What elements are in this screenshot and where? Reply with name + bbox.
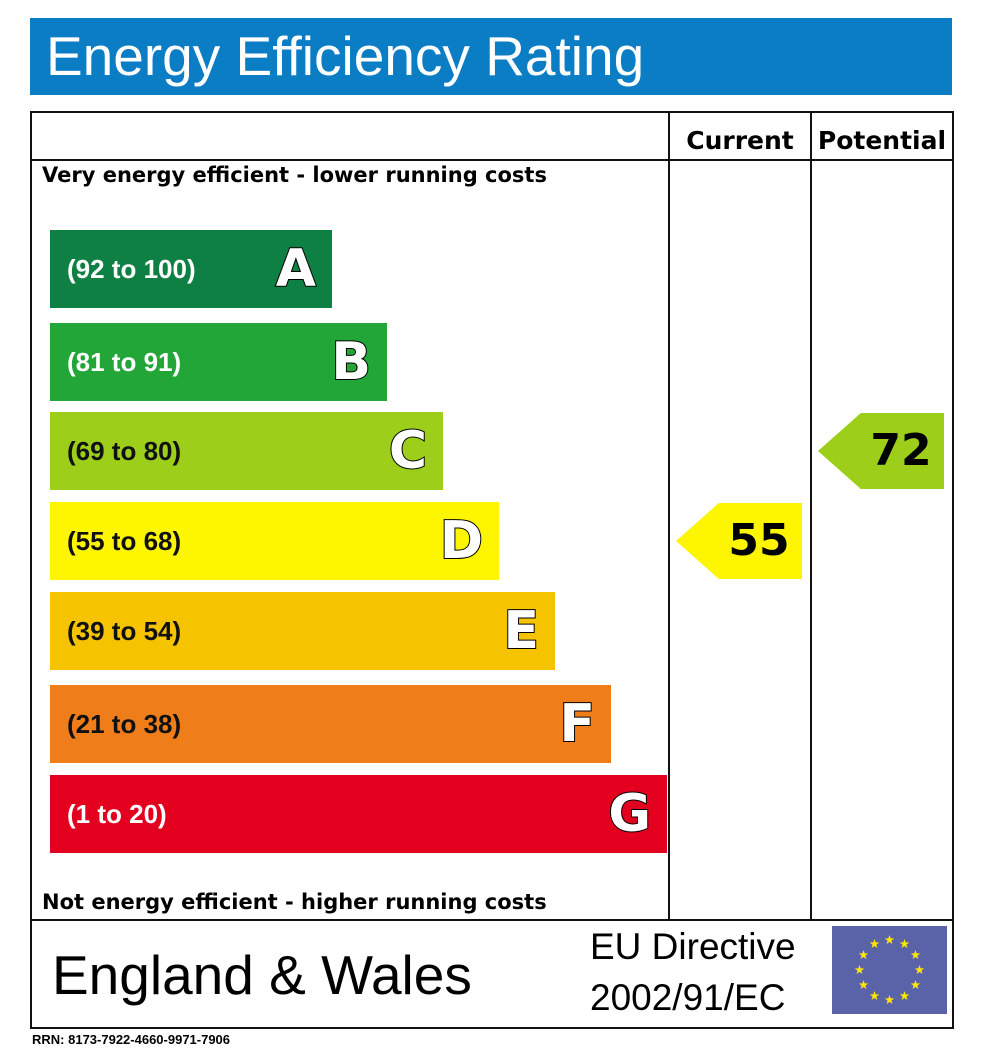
potential-rating-arrow: 72 bbox=[818, 413, 944, 489]
eu-star-icon bbox=[914, 965, 925, 975]
eu-star-icon bbox=[884, 995, 895, 1005]
band-f: (21 to 38) F bbox=[50, 685, 611, 763]
band-d: (55 to 68) D bbox=[50, 502, 499, 580]
band-range-a: (92 to 100) bbox=[67, 254, 196, 284]
header-bar: Energy Efficiency Rating bbox=[30, 18, 952, 95]
region-label: England & Wales bbox=[52, 944, 472, 1006]
eu-directive-label: EU Directive bbox=[590, 926, 796, 967]
divider-current bbox=[668, 113, 670, 921]
divider-potential bbox=[810, 113, 812, 921]
eu-star-icon bbox=[858, 980, 869, 990]
band-range-c: (69 to 80) bbox=[67, 436, 182, 466]
band-e: (39 to 54) E bbox=[50, 592, 555, 670]
eu-flag-icon bbox=[832, 926, 947, 1014]
band-letter-f: F bbox=[558, 693, 596, 755]
divider-header bbox=[32, 159, 952, 161]
band-range-e: (39 to 54) bbox=[67, 616, 182, 646]
band-range-b: (81 to 91) bbox=[67, 347, 182, 377]
potential-column-header: Potential bbox=[817, 126, 947, 155]
band-letter-c: C bbox=[388, 420, 428, 482]
band-c: (69 to 80) C bbox=[50, 412, 443, 490]
eu-star-icon bbox=[884, 935, 895, 945]
inefficient-note: Not energy efficient - higher running co… bbox=[42, 890, 547, 914]
efficient-note: Very energy efficient - lower running co… bbox=[42, 163, 547, 187]
band-letter-e: E bbox=[502, 600, 540, 662]
band-b: (81 to 91) B bbox=[50, 323, 387, 401]
band-letter-a: A bbox=[275, 238, 317, 300]
band-a: (92 to 100) A bbox=[50, 230, 332, 308]
band-range-f: (21 to 38) bbox=[67, 709, 182, 739]
page-title: Energy Efficiency Rating bbox=[46, 25, 645, 87]
current-rating-value: 55 bbox=[728, 515, 790, 566]
band-letter-g: G bbox=[607, 783, 652, 845]
current-column-header: Current bbox=[686, 126, 794, 155]
eu-star-icon bbox=[869, 939, 880, 949]
band-letter-d: D bbox=[439, 510, 484, 572]
rrn-label: RRN: 8173-7922-4660-9971-7906 bbox=[32, 1032, 231, 1047]
eu-star-icon bbox=[869, 990, 880, 1001]
eu-star-icon bbox=[899, 990, 910, 1001]
eu-star-icon bbox=[910, 980, 921, 990]
band-range-g: (1 to 20) bbox=[67, 799, 167, 829]
potential-rating-value: 72 bbox=[870, 425, 932, 476]
eu-star-icon bbox=[899, 939, 910, 949]
eu-star-icon bbox=[910, 950, 921, 960]
rating-chart: Current Potential Very energy efficient … bbox=[30, 111, 954, 1029]
eu-flag-stars bbox=[854, 935, 925, 1005]
divider-footer bbox=[32, 919, 952, 921]
eu-star-icon bbox=[858, 950, 869, 960]
band-g: (1 to 20) G bbox=[50, 775, 667, 853]
eu-directive-number: 2002/91/EC bbox=[590, 977, 786, 1018]
eu-star-icon bbox=[854, 965, 865, 975]
band-range-d: (55 to 68) bbox=[67, 526, 182, 556]
current-rating-arrow: 55 bbox=[676, 503, 802, 579]
band-letter-b: B bbox=[330, 331, 372, 393]
